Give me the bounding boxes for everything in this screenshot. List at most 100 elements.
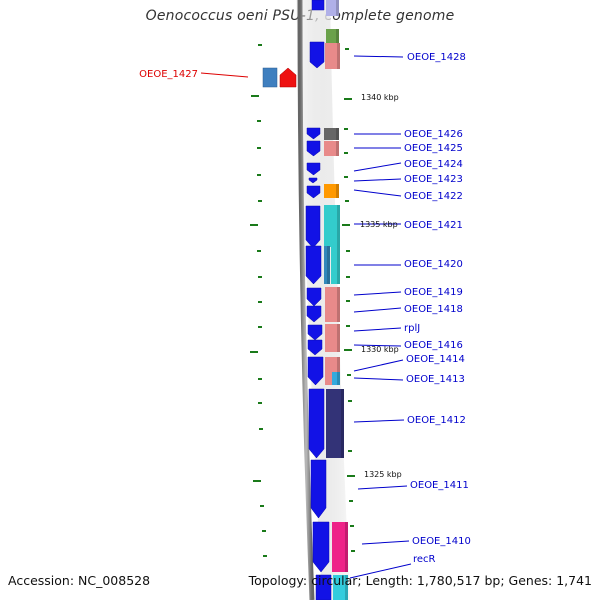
- gene-block: [324, 141, 339, 156]
- gene-block-shade: [337, 205, 340, 247]
- tick-mark: [259, 428, 263, 430]
- kbp-label: 1340 kbp: [361, 93, 399, 102]
- gene-block-shade: [337, 357, 340, 385]
- kbp-label: 1330 kbp: [361, 345, 399, 354]
- gene-block: [325, 306, 340, 322]
- gene-label[interactable]: OEOE_1418: [404, 304, 463, 315]
- gene-label[interactable]: OEOE_1410: [412, 536, 471, 547]
- gene-label[interactable]: OEOE_1426: [404, 129, 463, 140]
- leader-line: [353, 162, 402, 172]
- leader-line: [353, 307, 402, 313]
- kbp-label: 1325 kbp: [364, 470, 402, 479]
- tick-mark: [258, 276, 262, 278]
- gene-label[interactable]: OEOE_1411: [410, 480, 469, 491]
- tick-mark: [260, 505, 264, 507]
- leader-line: [353, 344, 402, 347]
- gene-block-shade: [336, 29, 339, 43]
- tick-mark: [344, 349, 352, 351]
- gene-block-shade: [336, 184, 339, 198]
- gene-label[interactable]: OEOE_1425: [404, 143, 463, 154]
- gene-block-shade: [337, 43, 340, 69]
- leader-line: [353, 377, 404, 381]
- gene-label[interactable]: OEOE_1416: [404, 340, 463, 351]
- tick-mark: [258, 44, 262, 46]
- cds-arrow-oeoe-1427: [279, 67, 297, 88]
- cds-arrow: [307, 339, 323, 356]
- gene-label[interactable]: OEOE_1412: [407, 415, 466, 426]
- gene-block-shade: [337, 340, 340, 352]
- label-leader-lines: [200, 55, 412, 579]
- tick-mark: [262, 530, 266, 532]
- leader-line: [200, 72, 249, 78]
- cds-arrow: [305, 245, 322, 285]
- cds-arrow: [315, 574, 332, 600]
- gene-block: [331, 246, 340, 284]
- accession-text: Accession: NC_008528: [8, 573, 151, 588]
- gene-block: [332, 522, 348, 572]
- gene-block-shade: [341, 389, 344, 458]
- tick-mark: [346, 250, 350, 252]
- gene-label[interactable]: OEOE_1421: [404, 220, 463, 231]
- gene-block: [325, 340, 340, 352]
- tick-mark: [257, 174, 261, 176]
- leader-line: [353, 189, 402, 197]
- cds-arrow: [310, 459, 327, 519]
- cds-arrow: [305, 205, 321, 249]
- cds-arrow: [306, 185, 321, 199]
- cds-arrow: [309, 41, 325, 69]
- gene-block: [324, 184, 339, 198]
- tick-mark: [344, 152, 348, 154]
- tick-mark: [347, 374, 351, 376]
- cds-arrow: [306, 287, 322, 307]
- gene-block: [333, 575, 348, 600]
- gene-label[interactable]: OEOE_1428: [407, 52, 466, 63]
- gene-label[interactable]: OEOE_1424: [404, 159, 463, 170]
- gene-block: [326, 0, 339, 16]
- cds-arrow: [307, 324, 323, 341]
- gene-label[interactable]: OEOE_1414: [406, 354, 465, 365]
- gene-block-shade: [336, 0, 339, 16]
- leader-line: [353, 178, 402, 182]
- tick-mark: [345, 48, 349, 50]
- gene-block-shade: [336, 141, 339, 156]
- genome-backbone: [297, 0, 315, 600]
- tick-mark: [344, 176, 348, 178]
- leader-line: [361, 540, 410, 545]
- tick-mark: [251, 95, 259, 97]
- leader-line: [357, 485, 408, 490]
- tick-mark: [342, 224, 350, 226]
- tick-mark: [345, 200, 349, 202]
- gene-label[interactable]: rplJ: [404, 323, 420, 334]
- gene-label[interactable]: OEOE_1427: [139, 69, 198, 80]
- gene-block-shade: [336, 128, 339, 140]
- tick-mark: [258, 301, 262, 303]
- cds-arrow: [306, 305, 322, 323]
- tick-mark: [346, 276, 350, 278]
- gene-label[interactable]: OEOE_1420: [404, 259, 463, 270]
- gene-block: [324, 205, 340, 247]
- cds-arrow: [307, 356, 324, 386]
- gene-block-shade: [327, 246, 330, 284]
- gene-label[interactable]: OEOE_1422: [404, 191, 463, 202]
- cds-arrow: [306, 140, 321, 157]
- gene-block: [332, 372, 340, 385]
- leader-line: [353, 419, 405, 423]
- gene-label[interactable]: OEOE_1419: [404, 287, 463, 298]
- tick-mark: [257, 120, 261, 122]
- tick-mark: [348, 450, 352, 452]
- leader-line: [353, 327, 402, 332]
- tick-mark: [250, 224, 258, 226]
- gene-features: [262, 0, 348, 600]
- gene-label[interactable]: OEOE_1423: [404, 174, 463, 185]
- tick-mark: [263, 555, 267, 557]
- tick-mark: [349, 500, 353, 502]
- leader-line: [349, 563, 412, 579]
- tick-mark: [350, 525, 354, 527]
- gene-block-shade: [337, 287, 340, 306]
- gene-label[interactable]: recR: [413, 554, 436, 565]
- cds-arrow: [312, 521, 330, 573]
- gene-label[interactable]: OEOE_1413: [406, 374, 465, 385]
- tick-mark: [347, 475, 355, 477]
- tick-mark: [250, 351, 258, 353]
